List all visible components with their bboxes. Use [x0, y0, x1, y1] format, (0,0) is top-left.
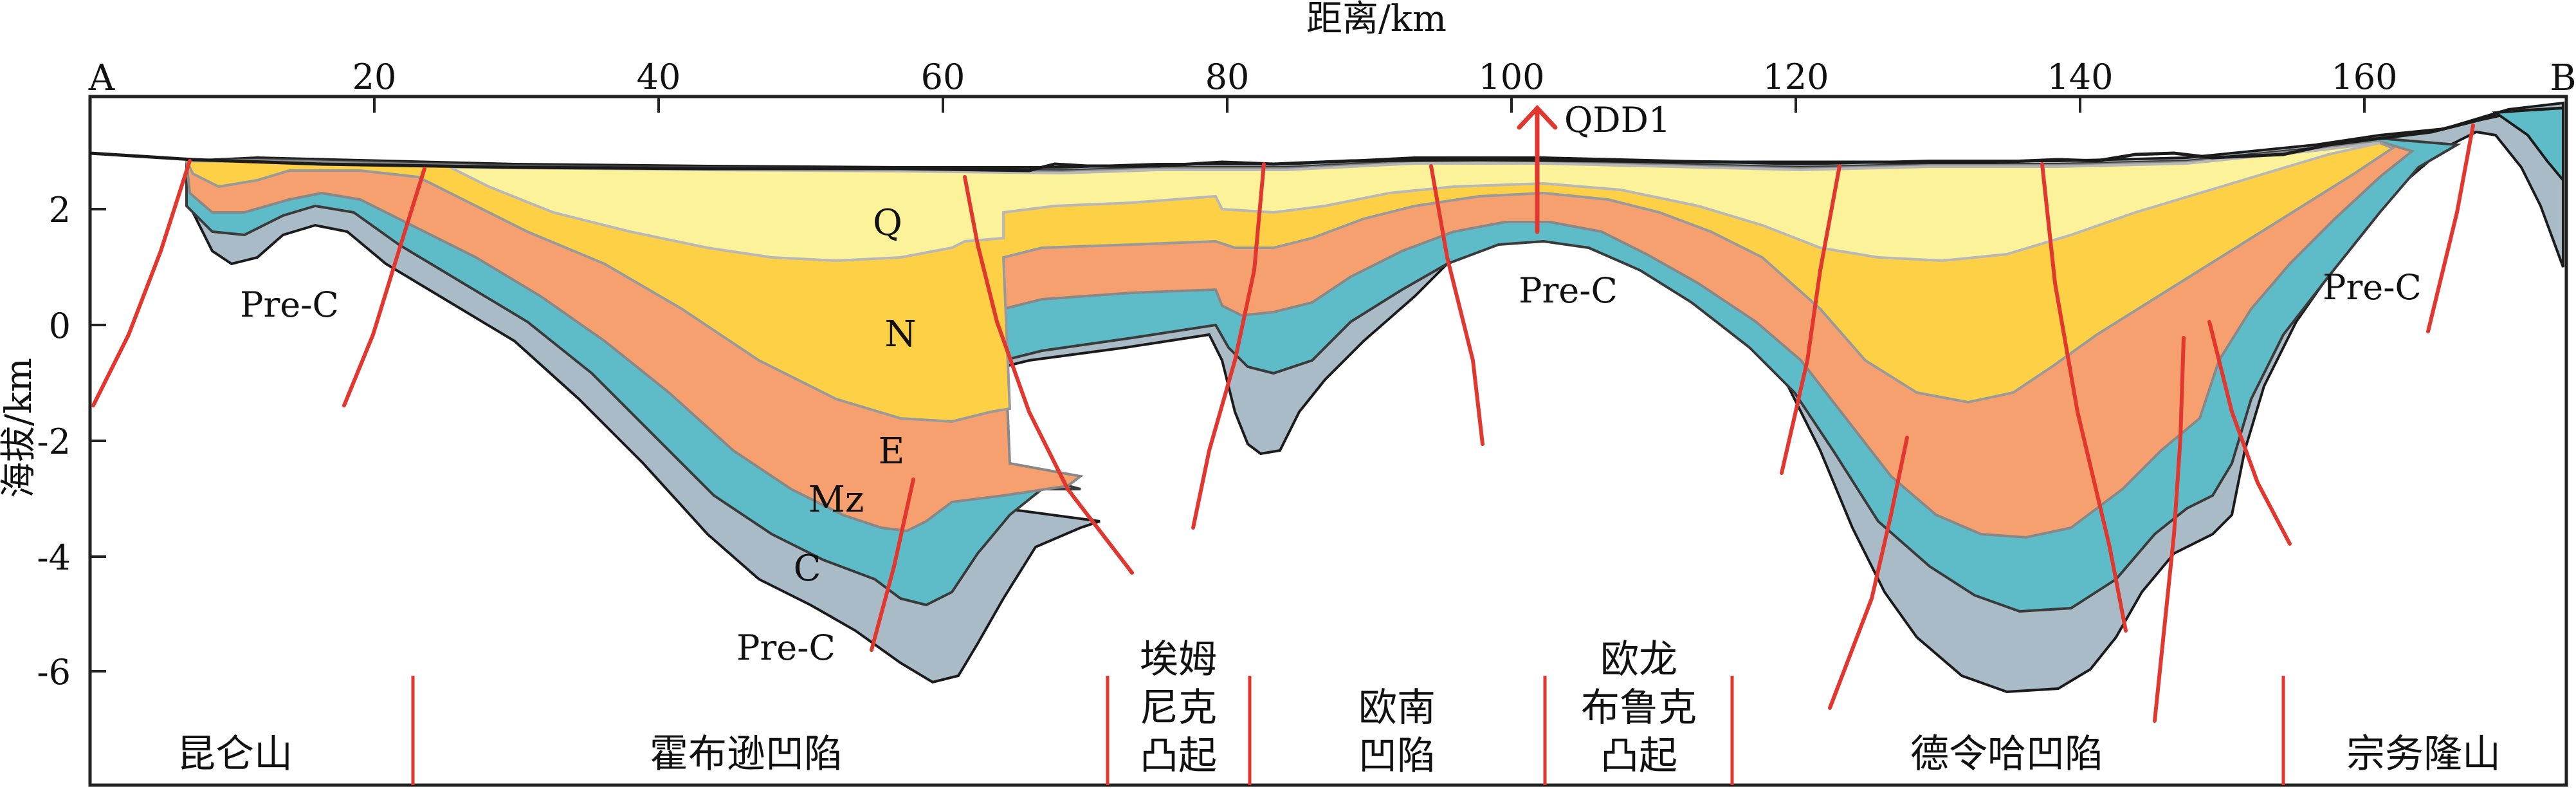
topography-line: [89, 106, 2564, 172]
y-tick-label: -2: [37, 422, 71, 462]
well-qdd1-arrow: [1517, 104, 1558, 234]
y-tick-label: -6: [37, 652, 71, 692]
ridge-b: [2492, 106, 2564, 184]
layer-label-e: E: [879, 431, 905, 472]
fault-line: [2207, 320, 2292, 546]
y-tick-label: 0: [49, 306, 71, 346]
fault-line: [91, 159, 192, 407]
unit-label-aimunike-1: 埃姆: [1140, 637, 1217, 682]
unit-label-ounan-2: 凹陷: [1358, 734, 1436, 779]
x-tick-label: 120: [1762, 57, 1829, 97]
x-tick-label: 80: [1205, 57, 1250, 97]
x-axis-title: 距离/km: [1306, 0, 1447, 40]
x-tick-label: 20: [352, 57, 397, 97]
fault-lines: [91, 124, 2475, 723]
section-end-left: A: [88, 57, 115, 99]
x-tick-label: 160: [2331, 57, 2397, 97]
unit-label-huobuxun: 霍布逊凹陷: [650, 732, 843, 777]
fault-line: [963, 175, 1134, 575]
fault-line: [2040, 162, 2128, 633]
layer-label-n: N: [885, 313, 917, 355]
well-label: QDD1: [1564, 100, 1670, 140]
unit-dividers: [411, 676, 2285, 785]
fault-line: [870, 478, 915, 652]
x-tick-label: 60: [921, 57, 965, 97]
unit-label-oulong-3: 凸起: [1600, 734, 1677, 779]
unit-label-delingha: 德令哈凹陷: [1910, 732, 2103, 777]
layer-label-q: Q: [873, 202, 902, 244]
layer-label-pre-c: Pre-C: [1519, 270, 1618, 311]
y-ticks: [90, 208, 106, 673]
x-tick-label: 140: [2047, 57, 2113, 97]
layer-label-pre-c: Pre-C: [240, 284, 339, 325]
unit-label-zongwulong: 宗务隆山: [2346, 732, 2501, 777]
x-tick-label: 100: [1478, 57, 1544, 97]
y-axis-title: 海拔/km: [0, 358, 40, 498]
fault-line: [1780, 164, 1841, 475]
y-tick-label: -4: [37, 537, 71, 578]
unit-label-aimunike-2: 尼克: [1140, 685, 1217, 730]
fault-line: [2426, 124, 2475, 333]
y-tick-label: 2: [49, 190, 71, 230]
unit-label-aimunike-3: 凸起: [1140, 734, 1217, 779]
fault-line: [2153, 336, 2186, 723]
fault-line: [1429, 164, 1484, 446]
x-tick-label: 40: [637, 57, 681, 97]
layer-label-pre-c: Pre-C: [2323, 267, 2422, 308]
x-ticks: [373, 97, 2366, 113]
unit-label-ounan-1: 欧南: [1358, 685, 1436, 730]
fault-line: [1191, 162, 1266, 530]
section-end-right: B: [2550, 57, 2576, 99]
layer-label-pre-c: Pre-C: [736, 627, 836, 668]
fault-line: [342, 167, 426, 407]
unit-label-kunlun: 昆仑山: [177, 732, 293, 777]
layer-q: [450, 142, 2380, 263]
layer-label-c: C: [794, 548, 821, 589]
layer-label-mz: Mz: [808, 479, 864, 521]
unit-label-oulong-1: 欧龙: [1600, 637, 1677, 682]
unit-label-oulong-2: 布鲁克: [1581, 685, 1697, 730]
fault-line: [1828, 436, 1909, 710]
